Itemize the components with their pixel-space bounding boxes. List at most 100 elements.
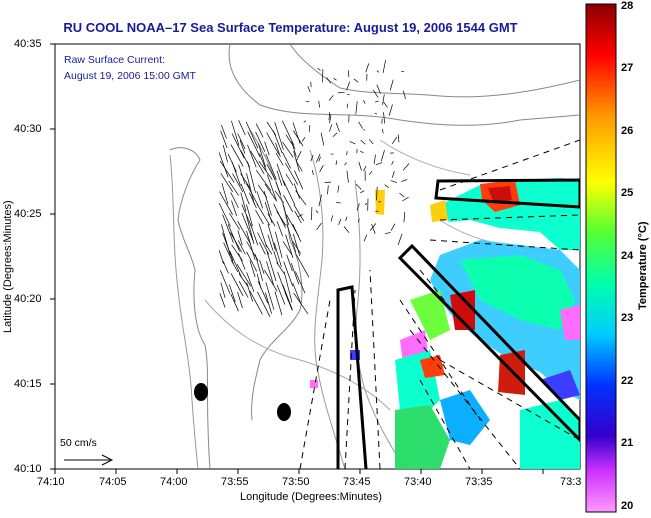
current-vector [392,136,398,144]
current-vector [238,273,249,288]
current-vector [282,120,295,146]
current-vector [240,183,250,205]
current-vector [223,242,234,265]
current-vector [330,215,333,222]
current-vector [220,130,228,149]
current-vector [237,291,243,309]
current-vector [257,281,269,304]
current-vector [283,194,294,213]
current-vector [276,284,286,305]
current-vector [220,173,233,193]
current-vector [373,154,376,165]
current-vector [222,214,234,243]
current-vector [382,60,386,73]
x-tick-label: 74:05 [99,476,127,488]
coastline-contour [204,299,391,411]
current-vector [402,90,406,99]
current-vector [368,170,373,176]
current-vector [355,183,362,190]
current-vector [264,269,278,292]
current-vector [259,259,265,275]
current-vector [230,232,243,253]
current-vector [275,152,284,166]
current-vector [297,214,303,218]
current-vector [335,122,340,132]
current-vector [255,131,266,152]
current-vector [373,89,379,98]
current-vector [276,262,285,275]
current-vector [265,153,277,181]
current-vector [318,100,320,108]
current-vector [273,250,279,266]
current-vector [228,284,236,303]
current-vector [322,69,324,83]
current-vector [355,101,358,115]
current-vector [265,243,273,255]
current-vector [275,142,281,157]
x-tick-label: 73:3 [560,476,582,488]
current-vector [231,200,238,217]
coastline-contour [169,154,199,469]
current-vector [371,223,376,234]
y-tick-label: 40:15 [14,378,42,390]
current-vector [365,63,370,73]
current-vector [219,269,231,294]
current-vector [293,292,309,315]
current-vector [295,271,306,294]
current-vector [327,185,329,195]
current-vector [388,104,393,116]
note-line2: August 19, 2006 15:00 GMT [64,70,196,82]
current-vector [255,123,264,138]
current-vector [266,132,280,155]
current-vector [336,201,341,204]
current-vector [256,191,264,209]
current-vector [311,207,313,221]
colorbar-tick: 28 [621,0,634,12]
current-vector [276,211,287,226]
current-vector [246,282,253,302]
colorbar-label: Temperature (°C) [637,221,649,310]
current-vector [229,212,240,230]
current-vector [397,134,400,143]
sst-field [310,178,580,469]
x-tick-label: 74:10 [37,476,65,488]
current-vector [295,253,310,278]
current-vector [328,95,334,101]
current-vector [230,293,239,312]
current-vector [275,231,283,258]
current-vector [383,101,388,108]
coastline-contour [169,147,211,469]
current-vector [265,282,275,310]
current-vector [329,114,332,124]
current-vector [328,112,330,121]
current-vector [258,143,266,168]
current-vector [232,173,244,192]
current-vector [286,223,297,253]
current-vector [258,223,268,248]
current-vector [317,67,321,71]
y-tick-label: 40:30 [14,123,42,135]
current-vector [353,78,359,83]
current-vector [222,232,234,262]
current-vector [293,183,301,200]
current-vector [384,232,391,235]
current-vector [255,209,264,225]
current-vector [295,160,303,172]
station-marker [194,383,208,401]
current-vector [403,211,406,223]
current-vector [249,260,256,278]
coastline-contour [289,44,580,98]
current-vector [237,240,246,255]
colorbar [585,3,617,513]
current-vector [285,173,294,186]
current-vector [375,162,383,166]
current-vector [329,124,333,132]
current-vector [282,284,293,311]
current-vector [267,213,276,227]
current-vector [307,86,311,93]
current-vector [320,132,325,146]
current-vector [337,185,340,193]
current-vector [384,184,389,188]
current-vector [249,290,263,315]
